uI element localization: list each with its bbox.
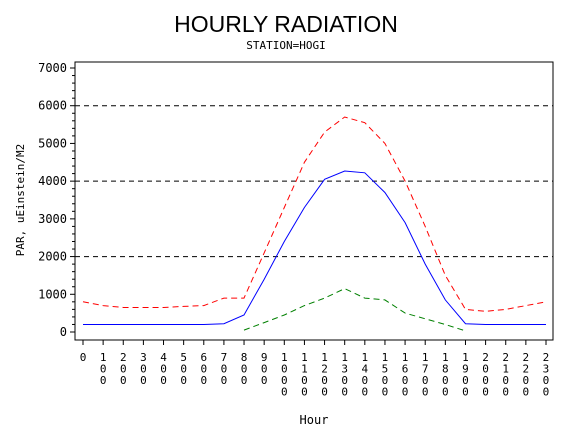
plot-frame bbox=[74, 61, 554, 341]
series-lines bbox=[82, 116, 547, 332]
y-tick-label: 7000 bbox=[38, 61, 67, 75]
x-tick-label: 0 bbox=[80, 351, 87, 364]
y-tick-label: 5000 bbox=[38, 136, 67, 150]
y-tick-label: 6000 bbox=[38, 99, 67, 113]
x-axis-ticks: 0 1 0 0 2 0 0 3 0 0 4 0 0 5 0 0 6 0 0 7 0 0 8 0 0 9 0 0 1 0 0 0 1 1 0 0 1 2 0 0… bbox=[80, 340, 550, 399]
gridlines bbox=[75, 105, 553, 258]
y-tick-label: 2000 bbox=[38, 250, 67, 264]
chart-subtitle: STATION=HOGI bbox=[246, 39, 325, 52]
y-axis-ticks: 0 1000 2000 3000 4000 5000 6000 7000 bbox=[38, 61, 75, 339]
y-tick-label: 4000 bbox=[38, 174, 67, 188]
y-tick-label: 3000 bbox=[38, 212, 67, 226]
y-tick-label: 1000 bbox=[38, 287, 67, 301]
y-axis-label: PAR, uEinstein/M2 bbox=[14, 144, 27, 257]
series-line-3 bbox=[243, 288, 466, 332]
series-line-1 bbox=[82, 116, 547, 312]
series-line-2 bbox=[83, 170, 546, 325]
chart-title: HOURLY RADIATION bbox=[174, 11, 398, 37]
x-axis-label: Hour bbox=[300, 413, 329, 427]
y-tick-label: 0 bbox=[60, 325, 67, 339]
